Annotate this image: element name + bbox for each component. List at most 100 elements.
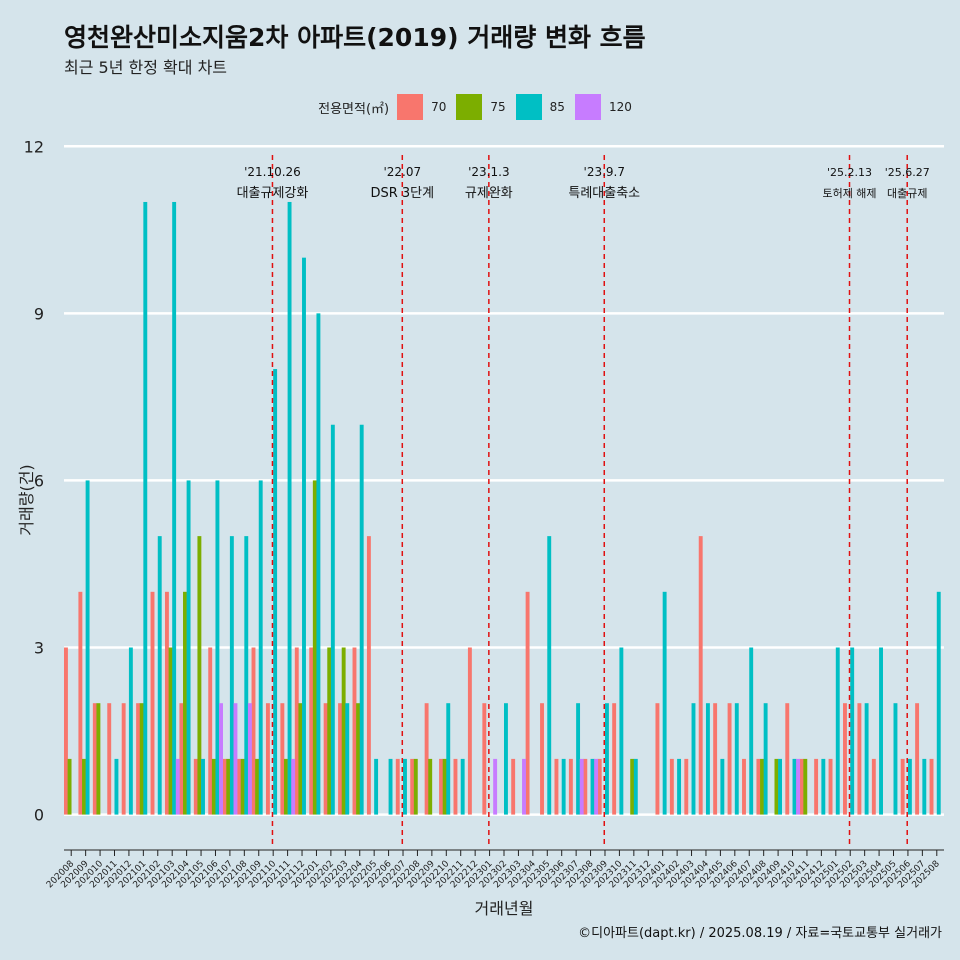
bar-85-202104	[186, 480, 191, 815]
bar-120-202106	[219, 703, 223, 815]
bar-85-202108	[244, 536, 249, 815]
bar-70-202508	[929, 758, 934, 815]
bar-70-202211	[453, 758, 458, 815]
bar-70-202310	[612, 703, 617, 815]
bar-75-202204	[356, 703, 361, 815]
x-axis-title: 거래년월	[475, 899, 534, 918]
bar-85-202302	[504, 703, 508, 815]
bar-85-202109	[258, 480, 263, 815]
bar-85-202106	[215, 480, 220, 815]
y-tick-label-3: 3	[34, 639, 44, 658]
bar-75-202209	[428, 758, 433, 815]
bar-85-202009	[85, 480, 90, 815]
event-label-202207: DSR 3단계	[370, 186, 434, 201]
bar-70-202408	[756, 758, 761, 815]
bar-85-202111	[287, 201, 292, 815]
bar-85-202206	[388, 758, 393, 815]
bar-85-202211	[460, 758, 465, 815]
event-label-202309: 특례대출축소	[568, 186, 640, 201]
legend-item-120: 120	[574, 94, 632, 120]
event-label-202110: 대출규제강화	[237, 186, 309, 201]
bar-70-202208	[410, 758, 415, 815]
bar-85-202305	[547, 536, 552, 815]
bar-70-202102	[150, 591, 155, 815]
bar-85-202011	[114, 758, 119, 815]
bar-75-202311	[630, 758, 635, 815]
bar-120-202108	[247, 703, 252, 815]
y-axis-title: 거래량(건)	[17, 464, 36, 535]
bar-75-202202	[327, 647, 332, 815]
bar-70-202303	[511, 758, 516, 815]
bar-70-202112	[294, 647, 299, 815]
bar-85-202506	[907, 758, 912, 815]
bar-70-202205	[366, 536, 371, 815]
bar-70-202104	[179, 703, 184, 815]
bar-70-202307	[568, 758, 573, 815]
bar-70-202309	[597, 758, 602, 815]
bar-75-202201	[312, 480, 317, 815]
bar-70-202110	[265, 703, 270, 815]
bar-70-202401	[655, 703, 660, 815]
bar-70-202411	[799, 758, 804, 815]
bar-70-202404	[698, 536, 703, 815]
bar-70-202405	[713, 703, 718, 815]
bar-70-202202	[323, 703, 328, 815]
legend-swatch-85	[515, 94, 542, 120]
legend-label-75: 75	[490, 100, 506, 114]
bar-75-202109	[255, 758, 260, 815]
bar-120-202107	[233, 703, 238, 815]
bar-70-202407	[742, 758, 746, 815]
event-label-202301: 규제완화	[465, 186, 513, 201]
bar-85-202407	[749, 647, 754, 815]
event-date-202309: '23.9.7	[584, 165, 625, 179]
bar-70-202305	[540, 703, 544, 815]
bar-85-202403	[691, 703, 696, 815]
legend-title: 전용면적(㎡)	[318, 101, 390, 117]
bar-120-202410	[796, 758, 801, 815]
bar-85-202409	[778, 758, 783, 815]
event-date-202110: '21.10.26	[244, 165, 301, 179]
chart-subtitle: 최근 5년 한정 확대 차트	[64, 58, 228, 77]
bar-70-202105	[193, 758, 198, 815]
bar-85-202507	[922, 758, 927, 815]
bar-85-202110	[273, 369, 278, 815]
bar-75-202108	[240, 758, 245, 815]
bar-85-202105	[201, 758, 205, 815]
bar-70-202008	[64, 647, 68, 815]
bar-120-202103	[175, 758, 180, 815]
y-tick-label-12: 12	[24, 137, 44, 156]
bar-85-202203	[345, 703, 350, 815]
bar-70-202106	[208, 647, 213, 815]
bar-85-202202	[330, 424, 335, 815]
bar-75-202010	[96, 703, 101, 815]
bar-75-202107	[226, 758, 231, 815]
bar-75-202203	[341, 647, 346, 815]
bar-70-202011	[107, 703, 112, 815]
bar-85-202503	[864, 703, 869, 815]
bar-85-202404	[705, 703, 710, 815]
bar-120-202307	[579, 758, 584, 815]
bar-85-202406	[734, 703, 739, 815]
bar-70-202012	[121, 703, 126, 815]
y-tick-label-9: 9	[34, 304, 44, 323]
bar-85-202508	[936, 591, 941, 815]
bar-70-202210	[439, 758, 443, 815]
bar-70-202503	[857, 703, 862, 815]
bar-85-202112	[302, 257, 306, 815]
bar-85-202103	[172, 201, 177, 815]
bar-70-202506	[900, 758, 905, 815]
bar-70-202412	[814, 758, 819, 815]
bar-85-202310	[619, 647, 624, 815]
bar-70-202212	[467, 647, 472, 815]
bar-70-202103	[164, 591, 169, 815]
bar-70-202009	[78, 591, 83, 815]
bar-85-202504	[879, 647, 883, 815]
legend-label-120: 120	[608, 100, 632, 114]
bar-70-202107	[222, 758, 227, 815]
bar-85-202204	[359, 424, 364, 815]
bar-85-202102	[157, 536, 162, 815]
legend-item-70: 70	[397, 94, 446, 120]
bar-70-202101	[136, 703, 141, 815]
legend: 전용면적(㎡) 70 75 85 120	[0, 92, 960, 122]
